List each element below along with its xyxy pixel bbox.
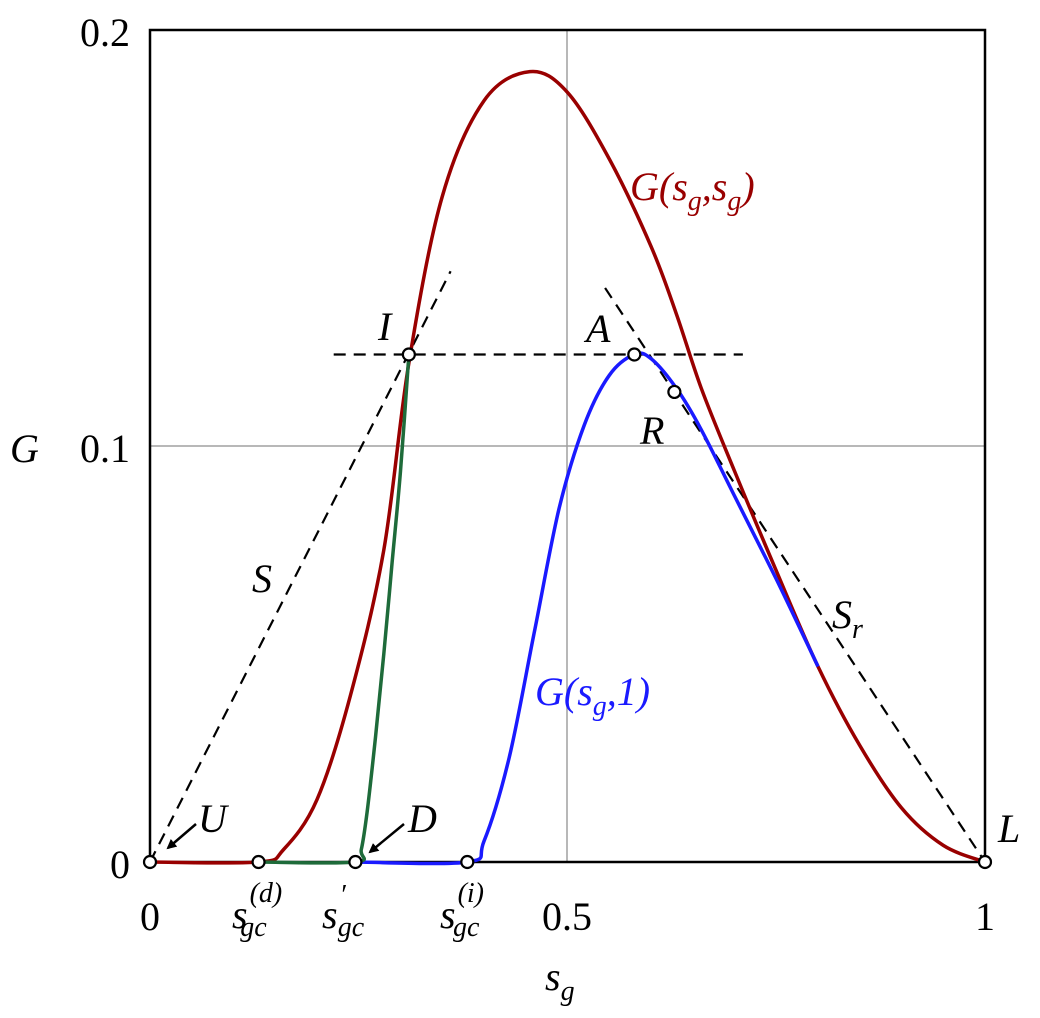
series-label-G-sg-sg: G(sg,sg)	[630, 164, 755, 217]
point-label-U: U	[198, 796, 230, 841]
series-label-G-sg-1: G(sg,1)	[535, 669, 650, 722]
y-tick-label: 0.2	[80, 10, 130, 55]
point-label-A: A	[583, 306, 611, 351]
x-axis-label: sg	[545, 954, 575, 1007]
marker-s_gc^(d)	[251, 854, 266, 870]
marker-s_gc'	[348, 854, 363, 870]
point-label-R: R	[639, 408, 664, 453]
sgc-i-label: s(i) gc	[440, 878, 484, 943]
marker-L	[977, 854, 993, 870]
y-tick-label: 0.1	[80, 426, 130, 471]
x-tick-label: 0.5	[542, 894, 592, 939]
y-tick-label: 0	[110, 842, 130, 887]
point-label-I: I	[377, 304, 393, 349]
x-tick-label: 0	[140, 894, 160, 939]
marker-R	[667, 384, 682, 400]
point-label-D: D	[407, 796, 437, 841]
x-tick-label: 1	[975, 894, 995, 939]
plot-frame	[148, 28, 987, 864]
marker-layer	[142, 347, 993, 870]
marker-U	[142, 854, 158, 870]
marker-s_gc^(i)	[460, 854, 475, 870]
series-line-1	[355, 351, 820, 866]
sgc-prime-label: s′ gc	[322, 880, 365, 943]
line-label-S: S	[252, 556, 272, 601]
marker-A	[627, 347, 642, 362]
sgc-d-label: s(d) gc	[232, 878, 282, 943]
marker-I	[401, 347, 416, 362]
arrow-D	[368, 823, 405, 854]
y-axis-label: G	[10, 426, 39, 471]
dashed-line-S_r	[604, 287, 986, 863]
dashed-line-S	[149, 270, 452, 863]
series-layer	[149, 69, 986, 866]
series-line-0	[149, 69, 986, 865]
line-label-Sr: Sr	[832, 592, 863, 645]
point-label-L: L	[997, 806, 1020, 851]
arrow-U	[166, 823, 197, 850]
series-line-2	[258, 354, 411, 865]
